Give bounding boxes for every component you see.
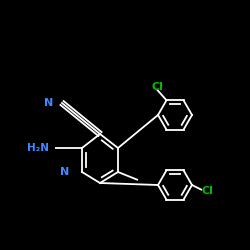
Text: Cl: Cl [202, 186, 213, 196]
Text: H₂N: H₂N [27, 143, 49, 153]
Text: N: N [60, 167, 70, 177]
Text: N: N [44, 98, 54, 108]
Text: Cl: Cl [152, 82, 164, 92]
